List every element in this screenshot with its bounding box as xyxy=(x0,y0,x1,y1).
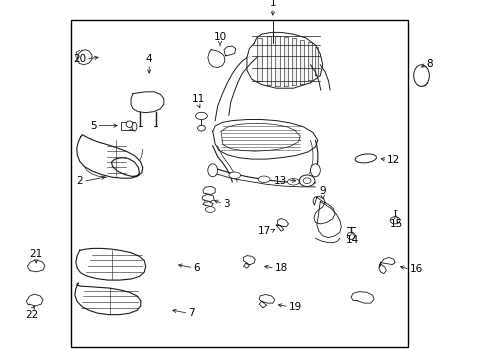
Text: 2: 2 xyxy=(76,176,83,186)
Polygon shape xyxy=(75,283,141,315)
Ellipse shape xyxy=(310,164,320,177)
Text: 22: 22 xyxy=(25,310,39,320)
Polygon shape xyxy=(276,219,288,231)
Polygon shape xyxy=(207,50,224,68)
Polygon shape xyxy=(378,257,394,274)
Polygon shape xyxy=(77,50,92,65)
Text: 20: 20 xyxy=(73,54,86,64)
Polygon shape xyxy=(259,294,274,308)
Text: 13: 13 xyxy=(274,176,287,186)
Polygon shape xyxy=(131,92,163,113)
Ellipse shape xyxy=(287,179,299,185)
Text: 16: 16 xyxy=(409,264,422,274)
Polygon shape xyxy=(307,42,311,80)
Polygon shape xyxy=(275,36,279,86)
Text: 19: 19 xyxy=(288,302,302,312)
Polygon shape xyxy=(221,123,300,151)
Text: 14: 14 xyxy=(345,235,358,245)
Ellipse shape xyxy=(195,112,207,120)
Polygon shape xyxy=(202,194,214,202)
Polygon shape xyxy=(203,202,213,207)
Text: 15: 15 xyxy=(388,219,402,229)
Ellipse shape xyxy=(346,232,354,239)
Text: 1: 1 xyxy=(269,0,276,8)
Text: 11: 11 xyxy=(191,94,204,104)
Ellipse shape xyxy=(389,217,399,224)
Ellipse shape xyxy=(258,176,269,183)
Polygon shape xyxy=(291,38,296,85)
Bar xyxy=(121,122,134,130)
Polygon shape xyxy=(212,120,317,159)
Ellipse shape xyxy=(126,121,133,127)
Polygon shape xyxy=(243,256,255,268)
Ellipse shape xyxy=(132,122,137,131)
Bar xyxy=(71,20,407,347)
Ellipse shape xyxy=(205,207,215,212)
Ellipse shape xyxy=(197,125,205,131)
Polygon shape xyxy=(283,37,287,86)
Ellipse shape xyxy=(207,164,217,177)
Ellipse shape xyxy=(303,178,310,184)
Text: 3: 3 xyxy=(223,199,229,209)
Polygon shape xyxy=(300,40,304,84)
Polygon shape xyxy=(77,135,142,178)
Text: 12: 12 xyxy=(386,155,400,165)
Polygon shape xyxy=(76,248,145,280)
Text: 21: 21 xyxy=(29,249,43,259)
Polygon shape xyxy=(312,196,334,224)
Polygon shape xyxy=(246,32,322,88)
Text: 6: 6 xyxy=(193,263,200,273)
Text: 8: 8 xyxy=(426,59,432,69)
Polygon shape xyxy=(27,260,45,272)
Polygon shape xyxy=(224,46,235,56)
Polygon shape xyxy=(350,292,373,303)
Ellipse shape xyxy=(413,65,428,86)
Text: 9: 9 xyxy=(319,186,325,196)
Polygon shape xyxy=(256,38,261,81)
Polygon shape xyxy=(316,202,341,238)
Text: 4: 4 xyxy=(145,54,152,64)
Polygon shape xyxy=(203,186,215,194)
Ellipse shape xyxy=(354,154,376,163)
Text: 5: 5 xyxy=(89,121,96,131)
Ellipse shape xyxy=(228,172,240,179)
Polygon shape xyxy=(26,294,43,306)
Text: 18: 18 xyxy=(274,263,287,273)
Text: 7: 7 xyxy=(188,308,195,318)
Text: 17: 17 xyxy=(258,226,271,236)
Text: 10: 10 xyxy=(213,32,226,42)
Ellipse shape xyxy=(299,175,314,186)
Polygon shape xyxy=(266,36,271,85)
Polygon shape xyxy=(314,47,317,75)
